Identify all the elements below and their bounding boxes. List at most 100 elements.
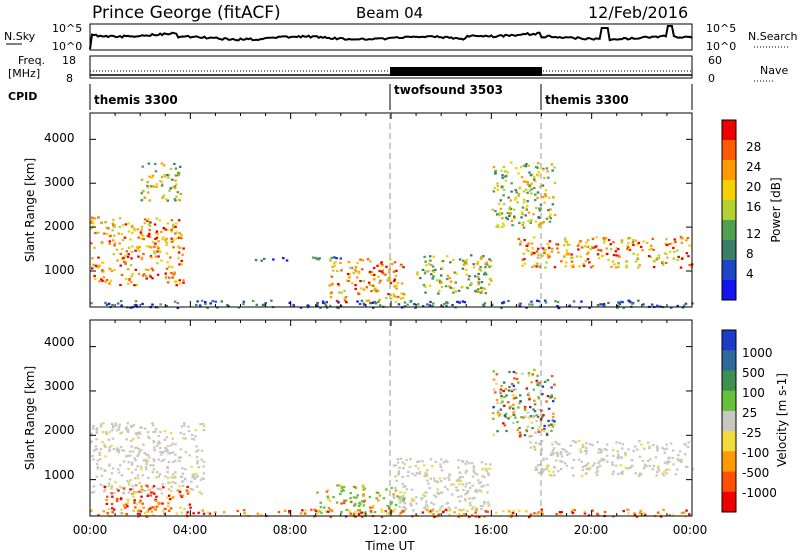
- scatter-cell: [627, 448, 630, 451]
- scatter-cell: [538, 426, 542, 429]
- scatter-cell: [155, 186, 158, 189]
- scatter-cell: [340, 502, 343, 505]
- scatter-cell: [593, 462, 596, 465]
- scatter-cell: [200, 449, 204, 452]
- scatter-cell: [503, 381, 506, 384]
- scatter-cell: [381, 269, 384, 272]
- scatter-cell: [360, 500, 364, 503]
- scatter-cell: [605, 449, 608, 452]
- scatter-cell: [612, 454, 615, 457]
- scatter-cell: [509, 415, 512, 418]
- freq-label-2: [MHz]: [8, 67, 40, 80]
- scatter-cell: [125, 455, 128, 458]
- scatter-cell: [169, 256, 172, 259]
- scatter-cell: [119, 432, 122, 435]
- scatter-cell: [589, 466, 592, 469]
- scatter-cell: [537, 397, 541, 400]
- scatter-cell: [483, 502, 486, 505]
- scatter-cell: [416, 303, 420, 306]
- scatter-cell: [548, 240, 552, 243]
- scatter-cell: [292, 303, 295, 307]
- scatter-cell: [543, 193, 547, 196]
- scatter-cell: [426, 505, 429, 508]
- scatter-cell: [476, 275, 480, 278]
- scatter-cell: [471, 484, 474, 487]
- scatter-cell: [426, 303, 429, 306]
- scatter-cell: [146, 186, 150, 189]
- scatter-cell: [360, 287, 363, 290]
- nsky-tick-bottom: 10^0: [52, 40, 82, 53]
- scatter-cell: [542, 429, 546, 432]
- scatter-cell: [155, 236, 159, 239]
- scatter-cell: [522, 252, 526, 255]
- scatter-cell: [648, 447, 651, 450]
- scatter-cell: [482, 484, 486, 487]
- scatter-cell: [386, 504, 389, 507]
- scatter-cell: [455, 272, 458, 275]
- scatter-cell: [416, 271, 419, 274]
- scatter-cell: [611, 473, 614, 476]
- velocity-cbar-tick-100: 100: [742, 386, 765, 400]
- velocity-ytick-1000: 1000: [44, 468, 75, 482]
- scatter-cell: [540, 440, 544, 443]
- scatter-cell: [188, 503, 192, 506]
- scatter-cell: [129, 479, 132, 482]
- nsearch-tick-top: 10^5: [706, 22, 736, 35]
- scatter-cell: [162, 458, 166, 461]
- scatter-cell: [526, 191, 529, 194]
- colorbar-segment: [722, 491, 736, 513]
- scatter-cell: [403, 293, 406, 296]
- scatter-cell: [373, 278, 376, 281]
- scatter-cell: [607, 301, 610, 304]
- scatter-cell: [156, 262, 159, 265]
- scatter-cell: [378, 304, 382, 307]
- scatter-cell: [499, 199, 502, 202]
- scatter-cell: [167, 509, 171, 512]
- scatter-cell: [155, 500, 158, 503]
- scatter-cell: [518, 431, 522, 434]
- scatter-cell: [541, 168, 545, 171]
- scatter-cell: [536, 374, 539, 377]
- scatter-cell: [454, 506, 457, 509]
- scatter-cell: [365, 286, 368, 289]
- scatter-cell: [199, 304, 202, 307]
- scatter-cell: [663, 470, 666, 473]
- scatter-cell: [199, 423, 202, 426]
- scatter-cell: [481, 468, 484, 471]
- scatter-cell: [354, 511, 357, 514]
- scatter-cell: [156, 245, 159, 248]
- scatter-cell: [410, 499, 414, 503]
- scatter-cell: [612, 254, 616, 257]
- scatter-cell: [579, 255, 583, 258]
- scatter-cell: [354, 284, 357, 287]
- scatter-cell: [146, 181, 149, 184]
- scatter-cell: [493, 186, 496, 190]
- scatter-cell: [579, 240, 582, 243]
- scatter-cell: [135, 245, 139, 248]
- scatter-cell: [136, 474, 140, 477]
- scatter-cell: [659, 513, 663, 516]
- scatter-cell: [140, 449, 143, 452]
- scatter-cell: [496, 412, 499, 415]
- scatter-cell: [470, 507, 474, 510]
- scatter-cell: [502, 390, 505, 393]
- xtick-1600: 16:00: [474, 523, 509, 537]
- scatter-cell: [495, 373, 499, 376]
- scatter-cell: [522, 190, 526, 193]
- scatter-cell: [406, 303, 409, 306]
- scatter-cell: [515, 378, 519, 381]
- scatter-cell: [393, 261, 397, 264]
- scatter-cell: [575, 255, 579, 258]
- scatter-cell: [123, 236, 127, 239]
- scatter-cell: [578, 242, 581, 245]
- scatter-cell: [522, 226, 526, 229]
- scatter-cell: [119, 464, 122, 467]
- scatter-cell: [495, 382, 498, 385]
- scatter-cell: [591, 509, 594, 512]
- scatter-cell: [489, 463, 492, 466]
- scatter-cell: [536, 256, 540, 259]
- scatter-cell: [518, 426, 521, 430]
- scatter-cell: [659, 515, 663, 518]
- scatter-cell: [120, 431, 123, 434]
- scatter-cell: [402, 506, 405, 509]
